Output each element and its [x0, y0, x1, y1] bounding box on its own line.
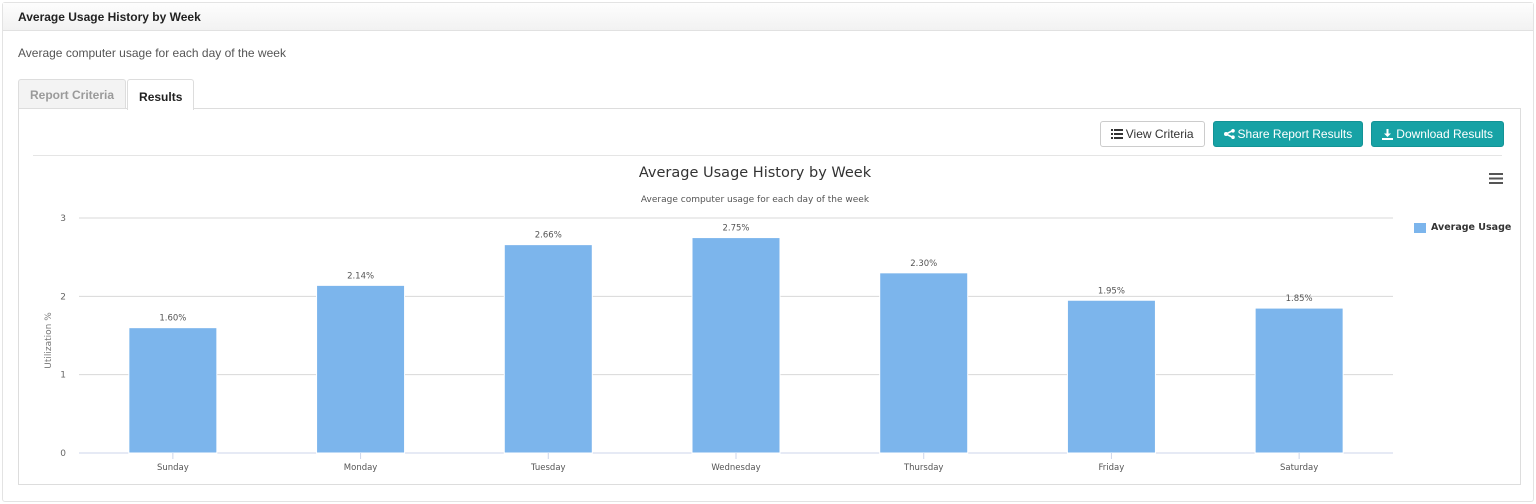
y-tick-label: 2: [60, 292, 66, 302]
download-icon: [1382, 128, 1394, 140]
y-tick-label: 0: [60, 449, 66, 459]
x-tick-label: Tuesday: [530, 463, 566, 473]
bar-friday[interactable]: [1066, 299, 1156, 454]
legend-swatch: [1414, 222, 1426, 233]
data-label: 1.85%: [1286, 294, 1313, 304]
y-axis-title: Utilization %: [44, 312, 54, 369]
tab-bar: Report Criteria Results: [18, 79, 195, 110]
data-label: 1.60%: [159, 314, 186, 324]
y-tick-label: 1: [60, 371, 66, 381]
x-tick-label: Friday: [1099, 463, 1125, 473]
bar-wednesday[interactable]: [691, 237, 781, 454]
share-icon: [1223, 129, 1235, 139]
x-tick-label: Wednesday: [711, 463, 760, 473]
bar-sunday[interactable]: [128, 327, 218, 454]
bar-monday[interactable]: [316, 284, 406, 454]
share-label: Share Report Results: [1237, 127, 1353, 141]
share-report-results-button[interactable]: Share Report Results: [1212, 121, 1364, 147]
bar-thursday[interactable]: [879, 272, 969, 454]
list-icon: [1110, 129, 1123, 139]
x-tick-label: Monday: [344, 463, 378, 473]
data-label: 2.75%: [722, 224, 749, 234]
tab-results[interactable]: Results: [127, 79, 195, 110]
data-label: 2.66%: [535, 231, 562, 241]
bar-saturday[interactable]: [1254, 307, 1344, 454]
tab-report-criteria[interactable]: Report Criteria: [18, 79, 127, 109]
toolbar-divider: [33, 155, 1502, 156]
panel-title: Average Usage History by Week: [3, 3, 1533, 31]
view-criteria-button[interactable]: View Criteria: [1099, 121, 1205, 147]
x-tick-label: Sunday: [157, 463, 189, 473]
chart-menu-button[interactable]: [1489, 171, 1503, 189]
hamburger-menu-icon: [1489, 171, 1503, 188]
x-tick-label: Thursday: [903, 463, 944, 473]
legend-item-average-usage[interactable]: Average Usage: [1414, 222, 1511, 233]
download-results-button[interactable]: Download Results: [1371, 121, 1504, 147]
bar-tuesday[interactable]: [503, 244, 593, 454]
download-label: Download Results: [1396, 127, 1493, 141]
results-tab-content: View Criteria Share Report Results: [18, 108, 1521, 485]
view-criteria-label: View Criteria: [1125, 127, 1194, 141]
results-toolbar: View Criteria Share Report Results: [1099, 121, 1504, 147]
y-tick-label: 3: [60, 214, 66, 224]
data-label: 2.14%: [347, 271, 374, 281]
chart-subtitle: Average computer usage for each day of t…: [640, 195, 870, 205]
panel-description: Average computer usage for each day of t…: [18, 46, 286, 60]
data-label: 2.30%: [910, 259, 937, 269]
x-tick-label: Saturday: [1280, 463, 1318, 473]
bar-chart: 0 1 2 3 Utilization % 1.60% Sunday 2.14% Monday 2…: [44, 214, 1393, 473]
data-label: 1.95%: [1098, 286, 1125, 296]
chart-title: Average Usage History by Week: [638, 165, 872, 181]
legend-label: Average Usage: [1431, 222, 1512, 233]
